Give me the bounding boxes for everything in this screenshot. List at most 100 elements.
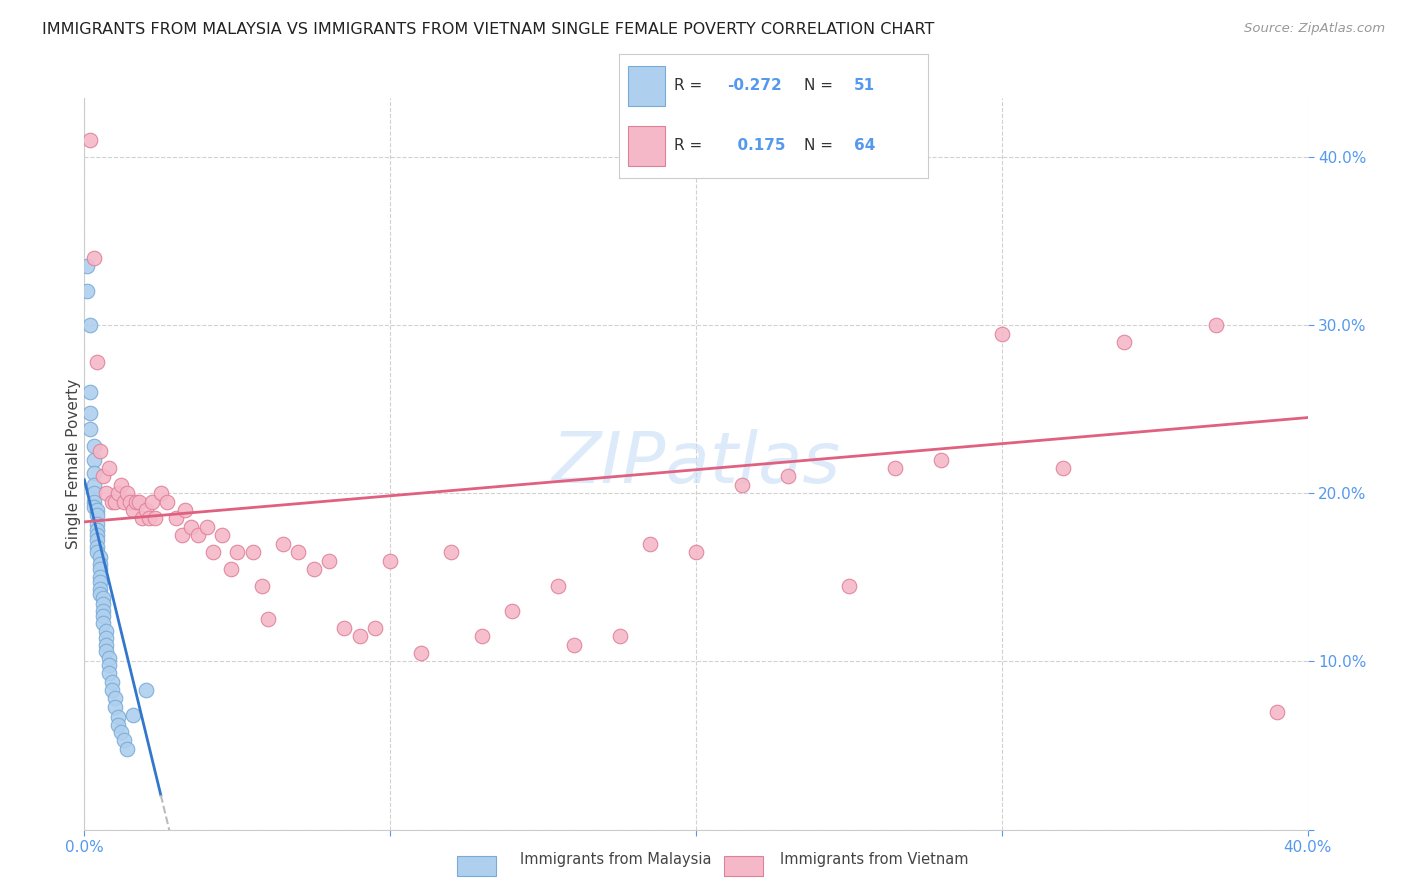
Point — [685, 545, 707, 559]
Point — [143, 511, 166, 525]
Point — [89, 582, 111, 596]
Text: ZIPatlas: ZIPatlas — [551, 429, 841, 499]
Point — [79, 385, 101, 400]
Point — [91, 591, 114, 605]
Point — [242, 545, 264, 559]
Point — [141, 494, 163, 508]
Point — [91, 615, 114, 630]
Point — [94, 631, 117, 645]
Text: R =: R = — [675, 138, 707, 153]
Point — [76, 285, 98, 299]
Point — [380, 553, 402, 567]
Point — [94, 638, 117, 652]
Point — [547, 579, 569, 593]
Text: IMMIGRANTS FROM MALAYSIA VS IMMIGRANTS FROM VIETNAM SINGLE FEMALE POVERTY CORREL: IMMIGRANTS FROM MALAYSIA VS IMMIGRANTS F… — [42, 22, 935, 37]
Point — [349, 629, 371, 643]
Text: Immigrants from Malaysia: Immigrants from Malaysia — [520, 852, 711, 867]
Point — [1205, 318, 1227, 332]
Point — [287, 545, 309, 559]
Point — [101, 494, 124, 508]
Point — [107, 718, 129, 732]
Point — [89, 550, 111, 565]
Point — [110, 478, 132, 492]
Text: N =: N = — [804, 138, 838, 153]
Point — [94, 624, 117, 639]
Point — [104, 691, 127, 706]
Point — [122, 503, 145, 517]
Point — [135, 503, 157, 517]
Text: 0.175: 0.175 — [727, 138, 786, 153]
Point — [201, 545, 224, 559]
Point — [562, 638, 585, 652]
Point — [76, 260, 98, 274]
Point — [271, 537, 294, 551]
Point — [79, 318, 101, 332]
Point — [83, 494, 105, 508]
Point — [165, 511, 187, 525]
Point — [79, 406, 101, 420]
Point — [257, 612, 280, 626]
Point — [838, 579, 860, 593]
Point — [107, 710, 129, 724]
Point — [180, 520, 202, 534]
Text: Source: ZipAtlas.com: Source: ZipAtlas.com — [1244, 22, 1385, 36]
Point — [97, 461, 120, 475]
Point — [86, 355, 108, 369]
Point — [409, 646, 432, 660]
Point — [107, 486, 129, 500]
Point — [83, 251, 105, 265]
Point — [79, 133, 101, 147]
Point — [172, 528, 194, 542]
Point — [86, 516, 108, 531]
Point — [97, 657, 120, 672]
Point — [104, 699, 127, 714]
Point — [929, 452, 952, 467]
Point — [115, 742, 138, 756]
Bar — [628, 126, 665, 166]
Point — [91, 597, 114, 611]
Point — [89, 575, 111, 590]
Point — [86, 503, 108, 517]
Point — [89, 562, 111, 576]
Point — [195, 520, 218, 534]
Point — [104, 494, 127, 508]
Point — [86, 528, 108, 542]
Point — [91, 469, 114, 483]
Point — [883, 461, 905, 475]
Text: R =: R = — [675, 78, 707, 94]
Point — [110, 725, 132, 739]
Point — [89, 444, 111, 458]
Text: N =: N = — [804, 78, 838, 94]
Point — [89, 587, 111, 601]
Point — [250, 579, 273, 593]
Point — [174, 503, 197, 517]
Point — [112, 494, 135, 508]
Point — [440, 545, 463, 559]
Point — [609, 629, 631, 643]
Point — [226, 545, 249, 559]
Point — [776, 469, 799, 483]
Point — [318, 553, 340, 567]
Point — [115, 486, 138, 500]
Point — [364, 621, 387, 635]
Point — [91, 604, 114, 618]
Point — [1052, 461, 1074, 475]
Point — [86, 545, 108, 559]
Text: Immigrants from Vietnam: Immigrants from Vietnam — [780, 852, 969, 867]
Point — [97, 666, 120, 681]
Point — [149, 486, 172, 500]
Point — [83, 466, 105, 480]
Point — [83, 478, 105, 492]
Point — [991, 326, 1014, 341]
Point — [638, 537, 661, 551]
Point — [86, 508, 108, 522]
Point — [502, 604, 524, 618]
Point — [128, 494, 150, 508]
Point — [471, 629, 494, 643]
Point — [101, 674, 124, 689]
Point — [731, 478, 754, 492]
Point — [122, 708, 145, 723]
Point — [94, 486, 117, 500]
Point — [219, 562, 242, 576]
Bar — [628, 66, 665, 106]
